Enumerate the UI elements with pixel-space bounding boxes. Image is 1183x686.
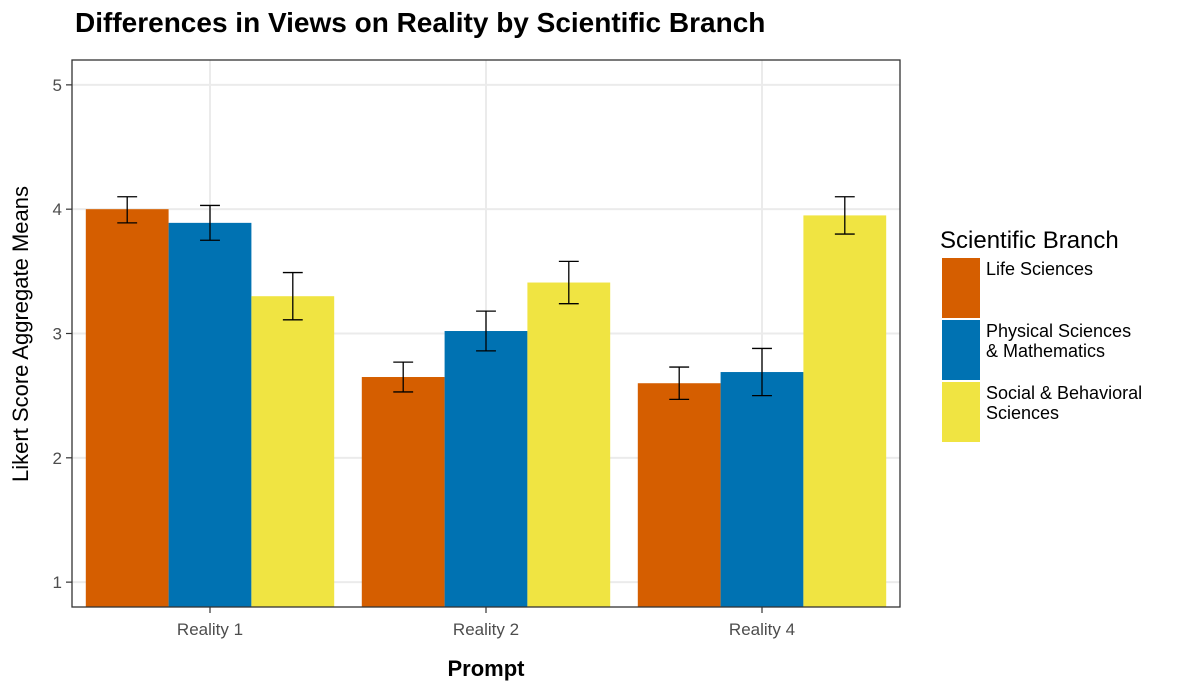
- legend-key: [942, 382, 980, 442]
- y-tick-label: 2: [53, 449, 62, 468]
- legend-key: [942, 258, 980, 318]
- legend-key: [942, 320, 980, 380]
- axes: 1 2 3 4 5 Reality 1 Reality 2 Reality 4: [53, 76, 796, 639]
- legend-label: Life Sciences: [986, 259, 1093, 279]
- bar: [444, 331, 528, 607]
- y-axis-title: Likert Score Aggregate Means: [8, 186, 33, 482]
- bar: [361, 377, 445, 607]
- bars: [85, 209, 887, 608]
- bar: [637, 383, 721, 607]
- y-tick-label: 1: [53, 573, 62, 592]
- legend-title: Scientific Branch: [940, 227, 1119, 254]
- error-bars: [117, 196, 855, 401]
- y-tick-label: 4: [53, 200, 62, 219]
- x-tick-label: Reality 2: [453, 620, 519, 639]
- legend-label: Social & Behavioral: [986, 383, 1142, 403]
- chart-title: Differences in Views on Reality by Scien…: [75, 7, 765, 38]
- x-tick-label: Reality 4: [729, 620, 795, 639]
- bar: [168, 222, 252, 607]
- y-tick-label: 3: [53, 325, 62, 344]
- legend-label: & Mathematics: [986, 341, 1105, 361]
- legend: Scientific Branch Life Sciences Physical …: [940, 227, 1142, 442]
- x-tick-label: Reality 1: [177, 620, 243, 639]
- legend-label: Sciences: [986, 403, 1059, 423]
- bar: [720, 372, 804, 607]
- bar: [251, 296, 335, 607]
- y-tick-label: 5: [53, 76, 62, 95]
- bar: [85, 209, 169, 607]
- legend-label: Physical Sciences: [986, 321, 1131, 341]
- bar: [803, 215, 887, 608]
- bar: [527, 282, 611, 607]
- x-axis-title: Prompt: [448, 656, 526, 681]
